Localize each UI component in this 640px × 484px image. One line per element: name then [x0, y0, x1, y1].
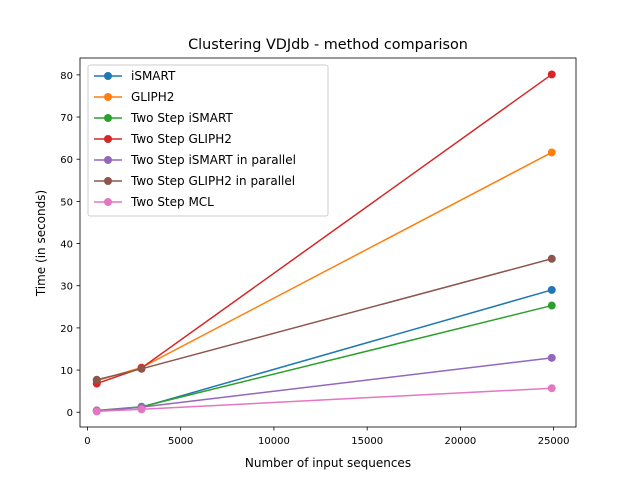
legend-item: Two Step MCL	[94, 195, 214, 209]
legend-item: GLIPH2	[94, 90, 174, 104]
series-lines	[92, 70, 556, 416]
y-tick-label: 70	[60, 113, 73, 124]
x-tick-label: 0	[84, 436, 90, 447]
legend-item: Two Step GLIPH2	[94, 132, 232, 146]
y-axis-ticks: 0 10 20 30 40 50 60 70 80	[60, 71, 80, 419]
y-axis-label: Time (in seconds)	[34, 190, 48, 297]
y-tick-label: 40	[60, 240, 73, 251]
legend-item: Two Step GLIPH2 in parallel	[94, 174, 295, 188]
data-point	[547, 148, 556, 157]
data-point	[547, 353, 556, 362]
legend-label: GLIPH2	[131, 90, 174, 104]
series-two-step-mcl	[92, 384, 556, 416]
legend-swatch-marker	[104, 93, 112, 101]
legend-swatch-marker	[104, 135, 112, 143]
data-point	[547, 254, 556, 263]
data-point	[137, 364, 146, 373]
y-tick-label: 0	[67, 408, 73, 419]
y-tick-label: 10	[60, 366, 73, 377]
legend-swatch-marker	[104, 198, 112, 206]
chart-title: Clustering VDJdb - method comparison	[188, 37, 468, 53]
plot-frame	[79, 57, 577, 428]
x-tick-label: 20000	[444, 436, 476, 447]
legend-label: Two Step GLIPH2	[130, 132, 232, 146]
data-point	[547, 285, 556, 294]
legend-box	[87, 64, 329, 217]
x-axis-ticks: 0 5000 10000 15000 20000 25000	[84, 427, 570, 447]
y-tick-label: 30	[60, 282, 73, 293]
y-tick-label: 80	[60, 71, 73, 82]
legend-label: Two Step iSMART in parallel	[130, 153, 296, 167]
legend-item: iSMART	[94, 69, 176, 83]
legend-label: Two Step GLIPH2 in parallel	[130, 174, 295, 188]
legend-label: iSMART	[131, 69, 176, 83]
legend: iSMART GLIPH2 Two Step iSMART Two Step GLIP…	[87, 64, 329, 217]
legend-swatch-marker	[104, 72, 112, 80]
x-tick-label: 15000	[351, 436, 383, 447]
x-axis-label: Number of input sequences	[245, 456, 411, 470]
legend-label: Two Step iSMART	[130, 111, 233, 125]
legend-item: Two Step iSMART	[94, 111, 233, 125]
x-tick-label: 25000	[538, 436, 570, 447]
data-point	[92, 407, 101, 416]
data-point	[547, 70, 556, 79]
data-point	[547, 301, 556, 310]
legend-swatch-marker	[104, 177, 112, 185]
legend-item: Two Step iSMART in parallel	[94, 153, 296, 167]
data-point	[92, 375, 101, 384]
y-tick-label: 50	[60, 197, 73, 208]
y-tick-label: 20	[60, 324, 73, 335]
x-tick-label: 5000	[168, 436, 193, 447]
legend-swatch-marker	[104, 114, 112, 122]
data-point	[547, 384, 556, 393]
legend-swatch-marker	[104, 156, 112, 164]
series-two-step-gliph2-in-parallel	[92, 254, 556, 384]
x-tick-label: 10000	[258, 436, 290, 447]
data-point	[137, 405, 146, 414]
y-tick-label: 60	[60, 155, 73, 166]
legend-label: Two Step MCL	[130, 195, 214, 209]
